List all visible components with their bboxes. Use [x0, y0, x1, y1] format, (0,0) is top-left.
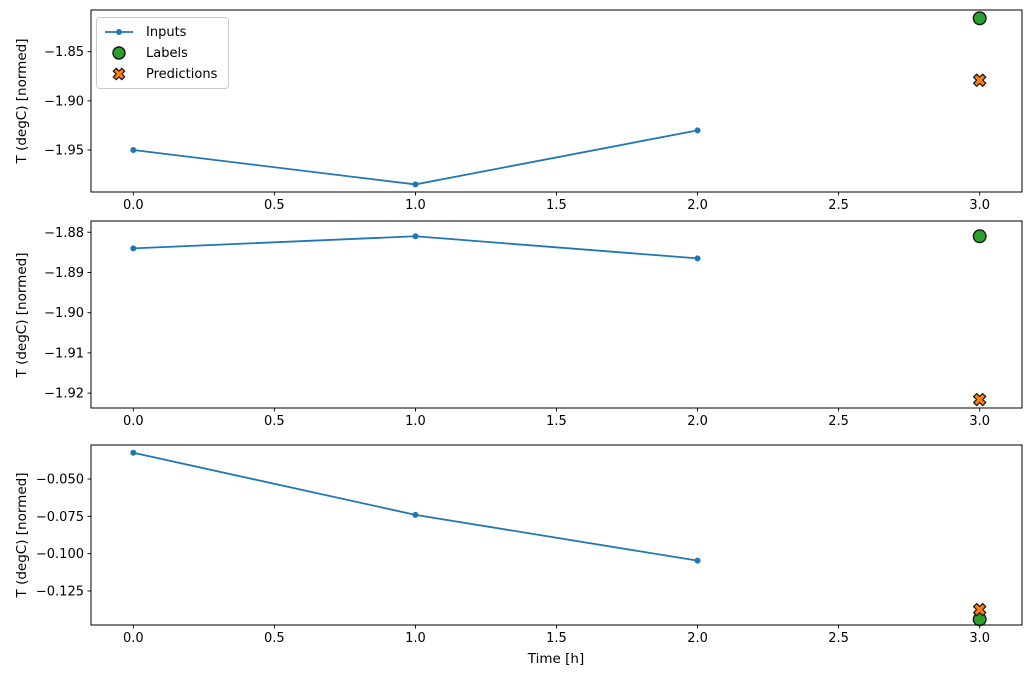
legend-item-labels: Labels	[104, 43, 217, 63]
x-tick-label: 3.0	[969, 631, 990, 646]
y-tick-label: −1.91	[44, 346, 84, 361]
y-tick-label: −1.88	[44, 226, 84, 241]
inputs-marker	[412, 511, 419, 518]
predictions-x-glyph	[112, 67, 126, 81]
y-tick-label: −1.89	[44, 266, 84, 281]
y-tick-label: −1.92	[44, 387, 84, 402]
x-tick-label: 2.5	[828, 414, 849, 429]
labels-marker	[972, 11, 987, 26]
x-tick-label: 0.0	[123, 414, 144, 429]
x-tick-label: 1.5	[546, 198, 567, 213]
x-tick-label: 2.0	[687, 414, 708, 429]
legend-label-predictions: Predictions	[146, 66, 218, 82]
x-tick-label: 0.0	[123, 631, 144, 646]
legend: Inputs Labels Predictions	[96, 17, 230, 89]
predictions-x-icon	[104, 66, 134, 82]
x-tick-label: 1.0	[405, 414, 426, 429]
y-tick-label: −1.90	[44, 94, 84, 109]
x-tick-label: 2.0	[687, 631, 708, 646]
labels-marker	[972, 229, 987, 244]
inputs-marker	[130, 147, 137, 154]
y-tick-label: −0.125	[36, 584, 84, 599]
legend-label-inputs: Inputs	[146, 24, 187, 40]
axes-frame-subplot-3	[90, 444, 1023, 626]
inputs-marker	[694, 127, 701, 134]
y-tick-label: −0.075	[36, 510, 84, 525]
axes-frame-subplot-2	[90, 220, 1023, 409]
inputs-marker	[694, 557, 701, 564]
legend-item-inputs: Inputs	[104, 22, 217, 42]
x-tick-label: 2.5	[828, 198, 849, 213]
x-tick-label: 1.5	[546, 631, 567, 646]
y-tick-label: −0.100	[36, 547, 84, 562]
x-tick-label: 0.5	[264, 414, 285, 429]
legend-item-predictions: Predictions	[104, 64, 217, 84]
x-tick-label: 1.5	[546, 414, 567, 429]
y-axis-label-subplot-3: T (degC) [normed]	[14, 472, 30, 598]
x-tick-label: 2.0	[687, 198, 708, 213]
y-tick-label: −1.95	[44, 144, 84, 159]
inputs-marker	[412, 181, 419, 188]
inputs-line	[133, 129, 698, 186]
predictions-marker	[973, 602, 987, 617]
x-tick-label: 3.0	[969, 414, 990, 429]
x-tick-label: 0.0	[123, 198, 144, 213]
y-tick-label: −1.85	[44, 45, 84, 60]
predictions-marker	[973, 392, 987, 407]
inputs-line	[133, 451, 698, 562]
x-tick-label: 2.5	[828, 631, 849, 646]
legend-label-labels: Labels	[146, 45, 188, 61]
inputs-marker	[130, 245, 137, 252]
x-tick-label: 1.0	[405, 631, 426, 646]
x-tick-label: 0.5	[264, 631, 285, 646]
axes-frame-subplot-1	[90, 9, 1023, 193]
labels-circle-glyph	[112, 46, 126, 60]
x-tick-label: 0.5	[264, 198, 285, 213]
predictions-marker	[973, 73, 987, 87]
x-tick-label: 1.0	[405, 198, 426, 213]
y-axis-label-subplot-2: T (degC) [normed]	[14, 252, 30, 378]
inputs-marker	[412, 233, 419, 240]
inputs-line	[133, 235, 698, 260]
inputs-marker	[130, 449, 137, 456]
y-axis-label-subplot-1: T (degC) [normed]	[14, 38, 30, 164]
labels-circle-icon	[104, 45, 134, 61]
inputs-marker	[694, 255, 701, 262]
inputs-line-icon	[104, 24, 134, 40]
y-tick-label: −1.90	[44, 306, 84, 321]
x-tick-label: 3.0	[969, 198, 990, 213]
inputs-dot-glyph	[116, 29, 122, 35]
x-axis-label: Time [h]	[527, 651, 585, 667]
y-tick-label: −0.050	[36, 473, 84, 488]
